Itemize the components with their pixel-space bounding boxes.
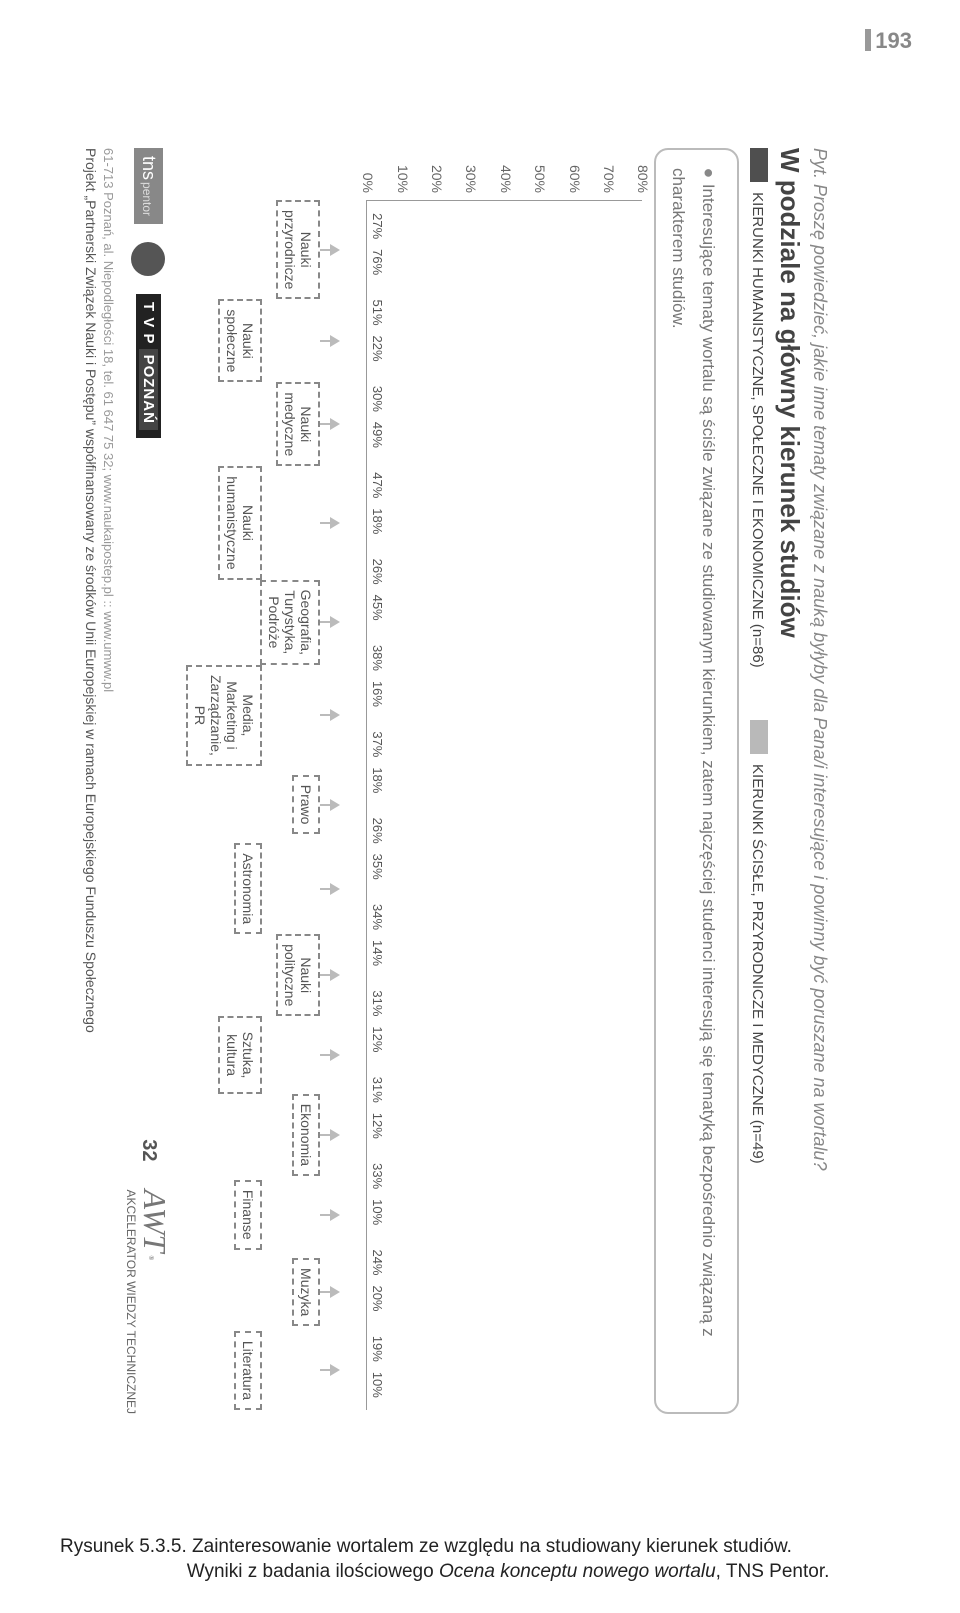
arrow-icon <box>330 244 340 256</box>
bar-value-label: 12% <box>370 1108 385 1144</box>
bar-value-label: 19% <box>370 1331 385 1367</box>
bar-value-label: 24% <box>370 1244 385 1280</box>
bar-value-label: 51% <box>370 295 385 331</box>
arrow-icon <box>330 1364 340 1376</box>
category-cell: Ekonomia <box>186 1094 342 1176</box>
project-line: Projekt „Partnerski Związek Nauki i Post… <box>83 148 99 1414</box>
slide-footer: tnspentor T V PPOZNAŃ 32 AWT ® AKCELERAT… <box>124 148 172 1414</box>
legend-item-2: KIERUNKI ŚCISŁE, PRZYRODNICZE I MEDYCZNE… <box>749 720 768 1164</box>
tvp-logo: T V PPOZNAŃ <box>136 294 161 438</box>
category-cell: Prawo <box>186 766 342 843</box>
category-label: Nauki społeczne <box>218 299 262 382</box>
category-cell: Literatura <box>186 1331 342 1410</box>
awt-logo: AWT ® AKCELERATOR WIEDZY TECHNICZNEJ <box>124 1190 172 1414</box>
legend: KIERUNKI HUMANISTYCZNE, SPOŁECZNE I EKON… <box>749 148 768 1414</box>
bar-value-label: 35% <box>370 849 385 885</box>
category-label: Nauki medyczne <box>276 382 320 466</box>
figure-container: Pyt. Proszę powiedzieć, jakie inne temat… <box>130 148 830 1414</box>
arrow-icon <box>330 883 340 895</box>
bar-value-label: 18% <box>370 503 385 539</box>
slide-number: 32 <box>137 1139 160 1161</box>
bar-value-label: 49% <box>370 417 385 453</box>
bar-chart: 27%76%51%22%30%49%47%18%26%45%38%16%37%1… <box>342 148 642 1414</box>
category-label: Nauki polityczne <box>276 934 320 1016</box>
bar-value-label: 12% <box>370 1021 385 1057</box>
arrow-icon <box>330 709 340 721</box>
arrow-icon <box>330 1049 340 1061</box>
category-label: Sztuka, kultura <box>218 1016 262 1093</box>
bar-value-label: 22% <box>370 331 385 367</box>
category-label: Nauki przyrodnicze <box>276 200 320 299</box>
bar-value-label: 16% <box>370 676 385 712</box>
category-cell: Nauki przyrodnicze <box>186 200 342 299</box>
category-cell: Astronomia <box>186 843 342 934</box>
arrow-icon <box>330 616 340 628</box>
category-label: Ekonomia <box>292 1094 320 1176</box>
bar-value-label: 30% <box>370 381 385 417</box>
arrow-icon <box>330 335 340 347</box>
bar-value-label: 47% <box>370 467 385 503</box>
bar-value-label: 27% <box>370 208 385 244</box>
category-label: Prawo <box>292 775 320 835</box>
bar-value-label: 76% <box>370 244 385 280</box>
bar-value-label: 26% <box>370 813 385 849</box>
category-cell: Finanse <box>186 1176 342 1253</box>
legend-swatch-2 <box>750 720 768 754</box>
category-label: Literatura <box>234 1331 262 1410</box>
arrow-icon <box>330 1209 340 1221</box>
category-label: Muzyka <box>292 1258 320 1326</box>
question-text: Pyt. Proszę powiedzieć, jakie inne temat… <box>809 148 830 1414</box>
category-cell: Nauki społeczne <box>186 299 342 382</box>
legend-label-2: KIERUNKI ŚCISŁE, PRZYRODNICZE I MEDYCZNE… <box>749 764 766 1164</box>
bar-value-label: 34% <box>370 899 385 935</box>
chart-title: W podziale na główny kierunek studiów <box>774 148 805 1414</box>
tns-logo: tnspentor <box>134 148 163 224</box>
bar-value-label: 10% <box>370 1367 385 1403</box>
bullet-icon: • <box>693 168 724 178</box>
category-cell: Muzyka <box>186 1253 342 1330</box>
category-label: Nauki humanistyczne <box>218 466 262 579</box>
category-cell: Media, Marketing i Zarządzanie, PR <box>186 665 342 766</box>
arrow-icon <box>330 418 340 430</box>
bar-value-label: 38% <box>370 640 385 676</box>
bar-value-label: 33% <box>370 1158 385 1194</box>
category-cell: Geografia, Turystyka, Podróże <box>186 580 342 665</box>
bar-value-label: 45% <box>370 590 385 626</box>
category-label: Geografia, Turystyka, Podróże <box>260 580 320 665</box>
bar-value-label: 26% <box>370 554 385 590</box>
category-label: Finanse <box>234 1180 262 1250</box>
arrow-icon <box>330 1286 340 1298</box>
legend-swatch-1 <box>750 148 768 182</box>
bar-value-label: 31% <box>370 1072 385 1108</box>
legend-label-1: KIERUNKI HUMANISTYCZNE, SPOŁECZNE I EKON… <box>749 192 766 668</box>
category-cell: Nauki medyczne <box>186 382 342 466</box>
bar-value-label: 37% <box>370 726 385 762</box>
category-label: Astronomia <box>234 843 262 934</box>
arrow-icon <box>330 1129 340 1141</box>
bar-value-label: 18% <box>370 762 385 798</box>
bar-value-label: 20% <box>370 1280 385 1316</box>
category-cell: Nauki humanistyczne <box>186 466 342 579</box>
arrow-icon <box>330 799 340 811</box>
insight-note: •Interesujące tematy wortalu są ściśle z… <box>654 148 739 1414</box>
arrow-icon <box>330 969 340 981</box>
figure-caption: Rysunek 5.3.5. Zainteresowanie wortalem … <box>60 1534 829 1585</box>
category-cell: Nauki polityczne <box>186 934 342 1016</box>
arrow-icon <box>330 517 340 529</box>
page-number: 193 <box>865 28 912 54</box>
category-cell: Sztuka, kultura <box>186 1016 342 1093</box>
legend-item-1: KIERUNKI HUMANISTYCZNE, SPOŁECZNE I EKON… <box>749 148 768 668</box>
category-label: Media, Marketing i Zarządzanie, PR <box>186 665 262 766</box>
contact-line: 61-713 Poznań, al. Niepodległości 18, te… <box>101 148 116 1414</box>
bar-value-label: 10% <box>370 1194 385 1230</box>
bar-value-label: 14% <box>370 935 385 971</box>
bar-value-label: 31% <box>370 985 385 1021</box>
round-logo-icon <box>131 242 165 276</box>
